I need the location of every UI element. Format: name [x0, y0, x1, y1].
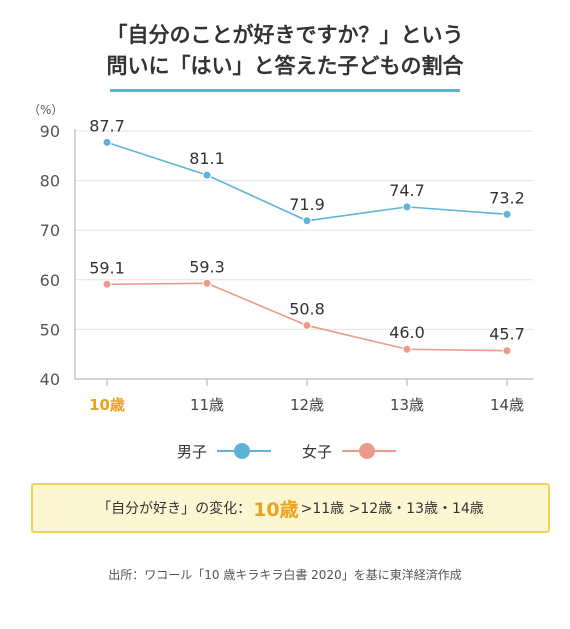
data-label-1-0: 59.1 — [89, 258, 125, 277]
legend-item-boys: 男子 — [177, 437, 272, 465]
legend-item-girls: 女子 — [302, 437, 397, 465]
x-tick-label-4: 14歳 — [490, 396, 524, 414]
data-point-0-4 — [502, 209, 512, 219]
x-tick-label-2: 12歳 — [290, 396, 324, 414]
data-label-1-4: 45.7 — [489, 325, 525, 344]
data-label-1-1: 59.3 — [189, 257, 225, 276]
legend-swatch-boys — [217, 443, 272, 459]
legend-dot-boys — [234, 443, 251, 459]
title-underline — [110, 89, 460, 92]
data-label-1-2: 50.8 — [289, 299, 325, 318]
data-point-0-3 — [402, 202, 412, 212]
axes: 40 50 60 70 80 90 10歳 11歳 12歳 13歳 14歳 — [40, 122, 533, 414]
data-point-1-0 — [102, 279, 112, 289]
data-point-1-1 — [202, 278, 212, 288]
y-tick-label-70: 70 — [40, 221, 60, 240]
data-label-0-3: 74.7 — [389, 181, 425, 200]
data-label-1-3: 46.0 — [389, 323, 425, 342]
legend-label-girls: 女子 — [302, 442, 333, 461]
y-tick-label-60: 60 — [40, 271, 60, 290]
legend-swatch-girls — [342, 443, 397, 459]
series: 87.7 81.1 71.9 74.7 73.2 59.1 59.3 50.8 46.0 45.7 — [89, 116, 525, 356]
x-tick-label-0: 10歳 — [89, 396, 125, 414]
line-chart: （%） 40 50 60 70 80 90 10歳 11歳 12歳 13歳 14歳 87.7 81.1… — [28, 103, 533, 414]
data-label-0-2: 71.9 — [289, 195, 325, 214]
data-point-1-2 — [302, 320, 312, 330]
data-label-0-4: 73.2 — [489, 188, 525, 207]
grid — [75, 130, 533, 330]
chart-title: 「自分のことが好きですか？」という 問いに「はい」と答えた子どもの割合 — [0, 20, 570, 82]
data-label-0-0: 87.7 — [89, 116, 125, 135]
summary-rest: >11歳 >12歳・13歳・14歳 — [300, 501, 484, 517]
summary-box: 「自分が好き」の変化： 10歳 >11歳 >12歳・13歳・14歳 — [31, 483, 550, 533]
legend: 男子 女子 — [0, 437, 570, 465]
data-point-0-0 — [102, 137, 112, 147]
data-point-1-3 — [402, 344, 412, 354]
chart-title-line1: 「自分のことが好きですか？」という — [106, 23, 464, 47]
y-tick-label-90: 90 — [40, 122, 60, 141]
chart-title-line2: 問いに「はい」と答えた子どもの割合 — [106, 54, 464, 78]
source-note: 出所：ワコール「10 歳キラキラ白書 2020」を基に東洋経済作成 — [108, 568, 462, 582]
data-point-0-2 — [302, 216, 312, 226]
y-axis-unit-label: （%） — [28, 103, 63, 117]
y-tick-label-50: 50 — [40, 320, 60, 339]
summary-prefix: 「自分が好き」の変化： — [97, 501, 252, 517]
x-tick-label-1: 11歳 — [190, 396, 224, 414]
y-tick-label-80: 80 — [40, 172, 60, 191]
x-tick-label-3: 13歳 — [390, 396, 424, 414]
data-point-1-4 — [502, 346, 512, 356]
data-label-0-1: 81.1 — [189, 149, 225, 168]
data-point-0-1 — [202, 170, 212, 180]
summary-highlight: 10歳 — [253, 498, 299, 521]
legend-dot-girls — [359, 443, 376, 459]
y-tick-label-40: 40 — [40, 370, 60, 389]
legend-label-boys: 男子 — [177, 442, 208, 461]
